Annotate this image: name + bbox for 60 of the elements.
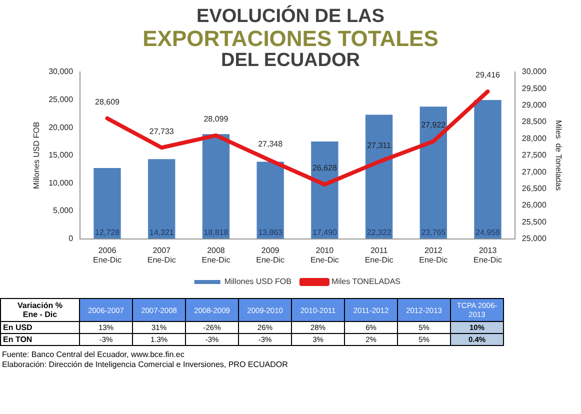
bar: [94, 168, 121, 239]
data-label: 24,958: [476, 228, 501, 238]
data-label: 12,728: [95, 228, 120, 238]
y2-tick-label: 27,000: [522, 167, 547, 176]
data-label: 27,922: [421, 120, 446, 130]
y2-tick-label: 29,000: [522, 100, 547, 110]
bar: [311, 142, 338, 239]
legend-label: Millones USD FOB: [224, 277, 292, 286]
category-label: En USD: [3, 323, 32, 332]
y2-tick-label: 28,500: [522, 117, 547, 126]
x-tick-label: 2011 Ene-Dic: [364, 246, 394, 264]
x-tick-label: 2010 Ene-Dic: [310, 246, 339, 264]
y-tick-label: 30,000: [48, 67, 74, 76]
text: Elaboración: Dirección de Inteligencia Comercial e Inversiones, PRO ECUADOR: [2, 360, 288, 370]
data-label: 29,416: [476, 70, 501, 80]
text: Variación % Ene - Dic: [0, 298, 80, 322]
x-tick-label: 2008 Ene-Dic: [202, 246, 230, 264]
bar: [256, 162, 284, 239]
bar: [148, 159, 176, 239]
y2-tick-label: 25,000: [522, 234, 547, 244]
data-label: 23,765: [421, 228, 446, 238]
x-tick-label: 2006 Ene-Dic: [93, 246, 122, 264]
bar: [365, 114, 393, 239]
data-label: 26,628: [312, 164, 338, 173]
bar: [420, 106, 447, 239]
bar: [474, 100, 502, 239]
y2-tick-label: 28,000: [522, 134, 547, 143]
y-axis-title: Millones USD FOB: [32, 122, 42, 189]
data-label: 14,321: [149, 228, 174, 238]
x-tick-label: 2012 Ene-Dic: [419, 246, 448, 264]
x-tick-label: 2007 Ene-Dic: [147, 246, 176, 264]
category-label: En TON: [3, 335, 32, 344]
y2-tick-label: 27,500: [522, 150, 547, 160]
data-label: 27,311: [367, 140, 392, 150]
data-label: 17,490: [312, 228, 338, 238]
y2-tick-label: 29,500: [522, 84, 547, 93]
source-note: Fuente: Banco Central del Ecuador, www.bce.fin.ec: [2, 350, 186, 360]
y2-tick-label: 30,000: [522, 67, 547, 76]
data-label: 28,609: [95, 98, 120, 107]
y2-tick-label: 26,500: [522, 184, 547, 193]
data-label: 22,322: [366, 228, 392, 238]
y-tick-label: 10,000: [48, 178, 74, 188]
chart-title: EVOLUCIÓN DE LAS EXPORTACIONES TOTALES DEL ECUADOR: [142, 6, 440, 71]
x-tick-label: 2013 Ene-Dic: [474, 246, 502, 264]
data-label: 18,818: [204, 228, 229, 238]
y-tick-label: 25,000: [48, 95, 74, 104]
y-tick-label: 0: [68, 234, 74, 244]
y-tick-label: 15,000: [48, 150, 74, 160]
data-label: 13,863: [258, 228, 284, 238]
y2-tick-label: 25,500: [522, 217, 547, 226]
y-tick-label: 20,000: [48, 122, 74, 132]
y2-axis-title: Miles de Toneladas: [554, 120, 563, 191]
y-tick-label: 5,000: [53, 206, 74, 216]
data-label: 27,733: [149, 126, 174, 136]
data-label: 27,348: [258, 140, 284, 149]
data-label: 28,099: [204, 114, 229, 124]
y2-tick-label: 26,000: [522, 200, 547, 210]
legend-label: Miles TONELADAS: [331, 277, 401, 286]
x-tick-label: 2009 Ene-Dic: [256, 246, 285, 264]
bar: [202, 134, 230, 239]
